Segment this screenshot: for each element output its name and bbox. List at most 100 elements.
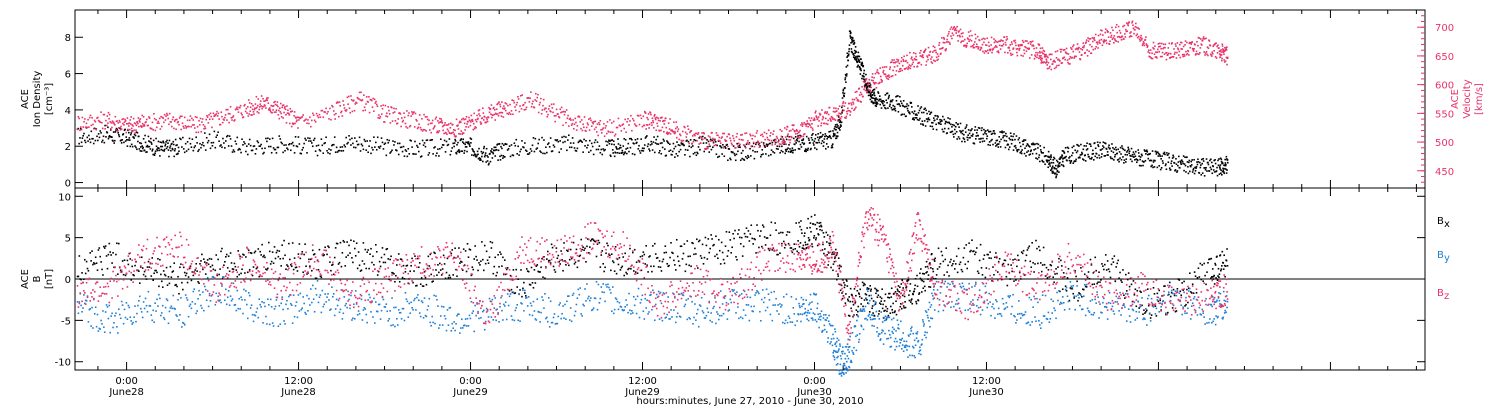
data-point <box>710 148 713 151</box>
data-point <box>429 253 432 256</box>
data-point <box>335 102 338 104</box>
data-point <box>1157 45 1160 48</box>
data-point <box>167 142 169 145</box>
data-point <box>901 69 904 72</box>
data-point <box>1053 157 1056 160</box>
data-point <box>652 121 655 124</box>
y-tick-label: 0 <box>65 275 71 286</box>
data-point <box>195 131 197 134</box>
data-point <box>154 269 156 272</box>
data-point <box>757 142 760 145</box>
data-point <box>927 118 929 121</box>
data-point <box>1089 43 1091 46</box>
data-point <box>535 148 538 150</box>
data-point <box>844 87 846 89</box>
data-point <box>807 123 810 125</box>
data-point <box>353 240 355 243</box>
data-point <box>991 132 994 135</box>
data-point <box>484 152 487 154</box>
data-point <box>792 149 795 152</box>
data-point <box>593 141 596 144</box>
data-point <box>920 63 923 66</box>
data-point <box>720 146 723 149</box>
data-point <box>616 148 618 150</box>
data-point <box>112 121 115 124</box>
data-point <box>625 148 627 150</box>
data-point <box>116 130 119 132</box>
data-point <box>439 262 441 265</box>
data-point <box>831 146 834 149</box>
data-point <box>871 76 873 78</box>
data-point <box>1194 170 1197 172</box>
data-point <box>418 114 421 116</box>
data-point <box>1186 156 1188 158</box>
data-point <box>78 117 80 120</box>
data-point <box>1211 51 1214 53</box>
data-point <box>816 142 819 144</box>
data-point <box>435 269 437 271</box>
data-point <box>842 92 844 94</box>
data-point <box>79 127 82 130</box>
data-point <box>456 125 459 127</box>
data-point <box>1131 160 1133 163</box>
data-point <box>126 145 129 147</box>
data-point <box>369 253 371 256</box>
data-point <box>502 116 505 118</box>
data-point <box>79 129 81 132</box>
data-point <box>538 138 540 141</box>
data-point <box>240 112 243 115</box>
data-point <box>1112 151 1115 154</box>
data-point <box>422 285 425 288</box>
data-point <box>704 137 707 140</box>
bottom-ylabel-line3: [nT] <box>44 269 55 289</box>
data-point <box>1062 164 1065 167</box>
data-point <box>401 276 404 279</box>
data-point <box>937 58 939 61</box>
data-point <box>1135 22 1137 25</box>
data-point <box>346 96 349 99</box>
data-point <box>521 94 524 96</box>
data-point <box>684 131 687 134</box>
data-point <box>1169 52 1172 55</box>
data-point <box>112 251 114 254</box>
data-point <box>520 108 523 110</box>
data-point <box>1176 51 1178 54</box>
data-point <box>474 119 477 121</box>
data-point <box>605 140 607 143</box>
data-point <box>278 135 281 137</box>
data-point <box>255 107 257 110</box>
data-point <box>749 147 751 150</box>
data-point <box>1081 48 1084 51</box>
data-point <box>1224 60 1227 63</box>
data-point <box>933 46 936 49</box>
data-point <box>118 135 121 138</box>
data-point <box>124 274 127 277</box>
data-point <box>965 126 968 128</box>
data-point <box>1029 41 1032 43</box>
data-point <box>267 102 270 104</box>
data-point <box>770 149 773 151</box>
data-point <box>152 139 155 142</box>
data-point <box>625 271 627 274</box>
data-point <box>722 147 725 149</box>
data-point <box>499 251 501 253</box>
data-point <box>546 143 549 146</box>
data-point <box>396 122 399 125</box>
data-point <box>598 145 601 147</box>
data-point <box>733 152 736 155</box>
data-point <box>1179 160 1182 163</box>
data-point <box>217 258 219 261</box>
data-point <box>995 45 997 47</box>
data-point <box>646 135 648 137</box>
data-point <box>453 135 456 137</box>
data-point <box>314 121 317 123</box>
data-point <box>284 105 286 108</box>
data-point <box>342 104 345 106</box>
data-point <box>293 111 296 113</box>
data-point <box>613 155 616 158</box>
data-point <box>209 147 212 150</box>
data-point <box>953 128 956 131</box>
data-point <box>960 131 962 134</box>
data-point <box>1170 160 1173 162</box>
data-point <box>461 269 464 271</box>
